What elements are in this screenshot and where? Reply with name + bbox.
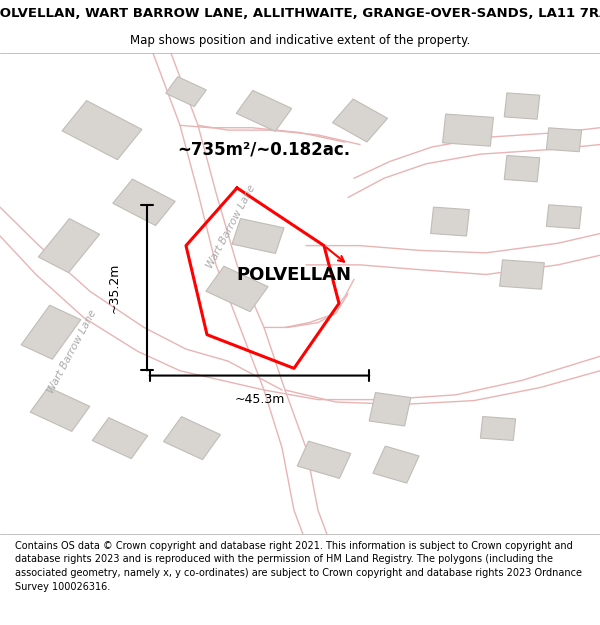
Bar bbox=[206, 266, 268, 312]
Bar bbox=[369, 392, 411, 426]
Bar bbox=[164, 417, 220, 459]
Bar bbox=[373, 446, 419, 483]
Text: ~35.2m: ~35.2m bbox=[107, 262, 121, 313]
Bar bbox=[232, 219, 284, 254]
Bar bbox=[38, 219, 100, 272]
Bar bbox=[443, 114, 493, 146]
Bar bbox=[21, 305, 81, 359]
Bar bbox=[236, 91, 292, 131]
Text: ~45.3m: ~45.3m bbox=[235, 393, 284, 406]
Bar bbox=[166, 77, 206, 107]
Bar bbox=[481, 416, 515, 441]
Text: POLVELLAN, WART BARROW LANE, ALLITHWAITE, GRANGE-OVER-SANDS, LA11 7RA: POLVELLAN, WART BARROW LANE, ALLITHWAITE… bbox=[0, 8, 600, 20]
Text: Map shows position and indicative extent of the property.: Map shows position and indicative extent… bbox=[130, 34, 470, 47]
Bar bbox=[30, 387, 90, 431]
Text: Wart Barrow Lane: Wart Barrow Lane bbox=[205, 183, 257, 270]
Bar bbox=[332, 99, 388, 142]
Bar bbox=[504, 93, 540, 119]
Bar bbox=[547, 127, 581, 152]
Bar bbox=[62, 101, 142, 159]
Bar bbox=[547, 205, 581, 229]
Text: Wart Barrow Lane: Wart Barrow Lane bbox=[46, 308, 98, 395]
Bar bbox=[431, 207, 469, 236]
Text: Contains OS data © Crown copyright and database right 2021. This information is : Contains OS data © Crown copyright and d… bbox=[15, 541, 582, 591]
Bar bbox=[297, 441, 351, 478]
Bar bbox=[113, 179, 175, 226]
Text: POLVELLAN: POLVELLAN bbox=[236, 266, 352, 284]
Bar bbox=[504, 156, 540, 182]
Bar bbox=[500, 260, 544, 289]
Text: ~735m²/~0.182ac.: ~735m²/~0.182ac. bbox=[178, 141, 350, 158]
Bar bbox=[92, 418, 148, 459]
